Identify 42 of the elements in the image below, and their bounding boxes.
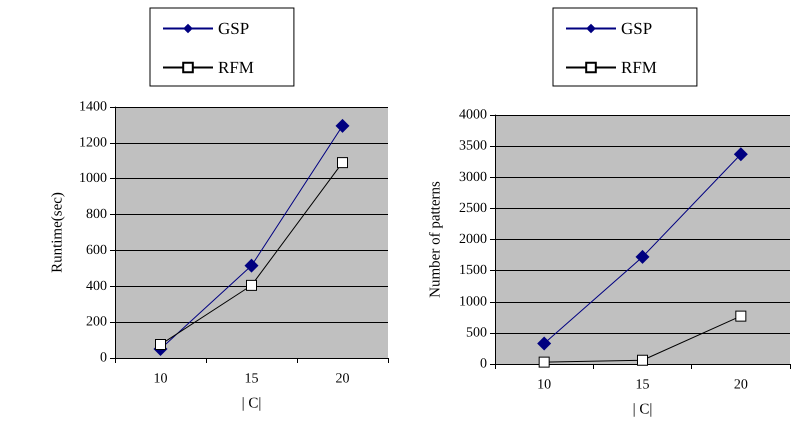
y-tick-label: 0 xyxy=(480,356,487,372)
y-tick-label: 1500 xyxy=(459,263,487,278)
x-axis-title: | C| xyxy=(242,396,262,412)
y-tick-label: 400 xyxy=(86,278,107,294)
y-tick-label: 800 xyxy=(86,207,107,222)
point xyxy=(244,258,258,273)
point xyxy=(537,336,552,350)
point xyxy=(155,339,166,350)
point xyxy=(337,157,348,168)
y-tick-label: 2500 xyxy=(459,200,487,216)
y-tick-label: 0 xyxy=(100,350,107,366)
x-axis-title: | C| xyxy=(632,402,652,418)
point xyxy=(734,147,748,162)
point xyxy=(538,356,550,368)
x-tick-label: 10 xyxy=(154,372,168,386)
point xyxy=(636,250,650,264)
y-tick-label: 4000 xyxy=(459,108,487,122)
x-tick-label: 15 xyxy=(244,372,258,386)
legend-label: GSP xyxy=(621,19,652,38)
x-tick-label: 15 xyxy=(636,378,650,392)
y-tick-label: 1000 xyxy=(459,294,487,310)
y-tick-label: 600 xyxy=(86,242,107,258)
y-tick-label: 3500 xyxy=(459,138,487,154)
y-tick-label: 1400 xyxy=(79,100,107,114)
y-axis-title: Runtime(sec) xyxy=(50,192,66,273)
point xyxy=(336,118,350,133)
point xyxy=(246,280,257,291)
legend-label: RFM xyxy=(218,58,254,77)
y-tick-label: 2000 xyxy=(459,232,487,247)
legend-label: RFM xyxy=(621,58,657,77)
y-tick-label: 200 xyxy=(86,314,107,330)
x-tick-label: 20 xyxy=(734,378,748,392)
legend-label: GSP xyxy=(218,19,250,38)
y-tick-label: 1000 xyxy=(79,171,107,186)
point xyxy=(735,310,746,322)
point xyxy=(637,354,648,366)
y-axis-title: Number of patterns xyxy=(428,181,444,298)
y-tick-label: 500 xyxy=(466,325,487,340)
x-tick-label: 20 xyxy=(336,372,350,386)
y-tick-label: 3000 xyxy=(459,170,487,185)
y-tick-label: 1200 xyxy=(79,135,107,150)
x-tick-label: 10 xyxy=(537,378,552,392)
